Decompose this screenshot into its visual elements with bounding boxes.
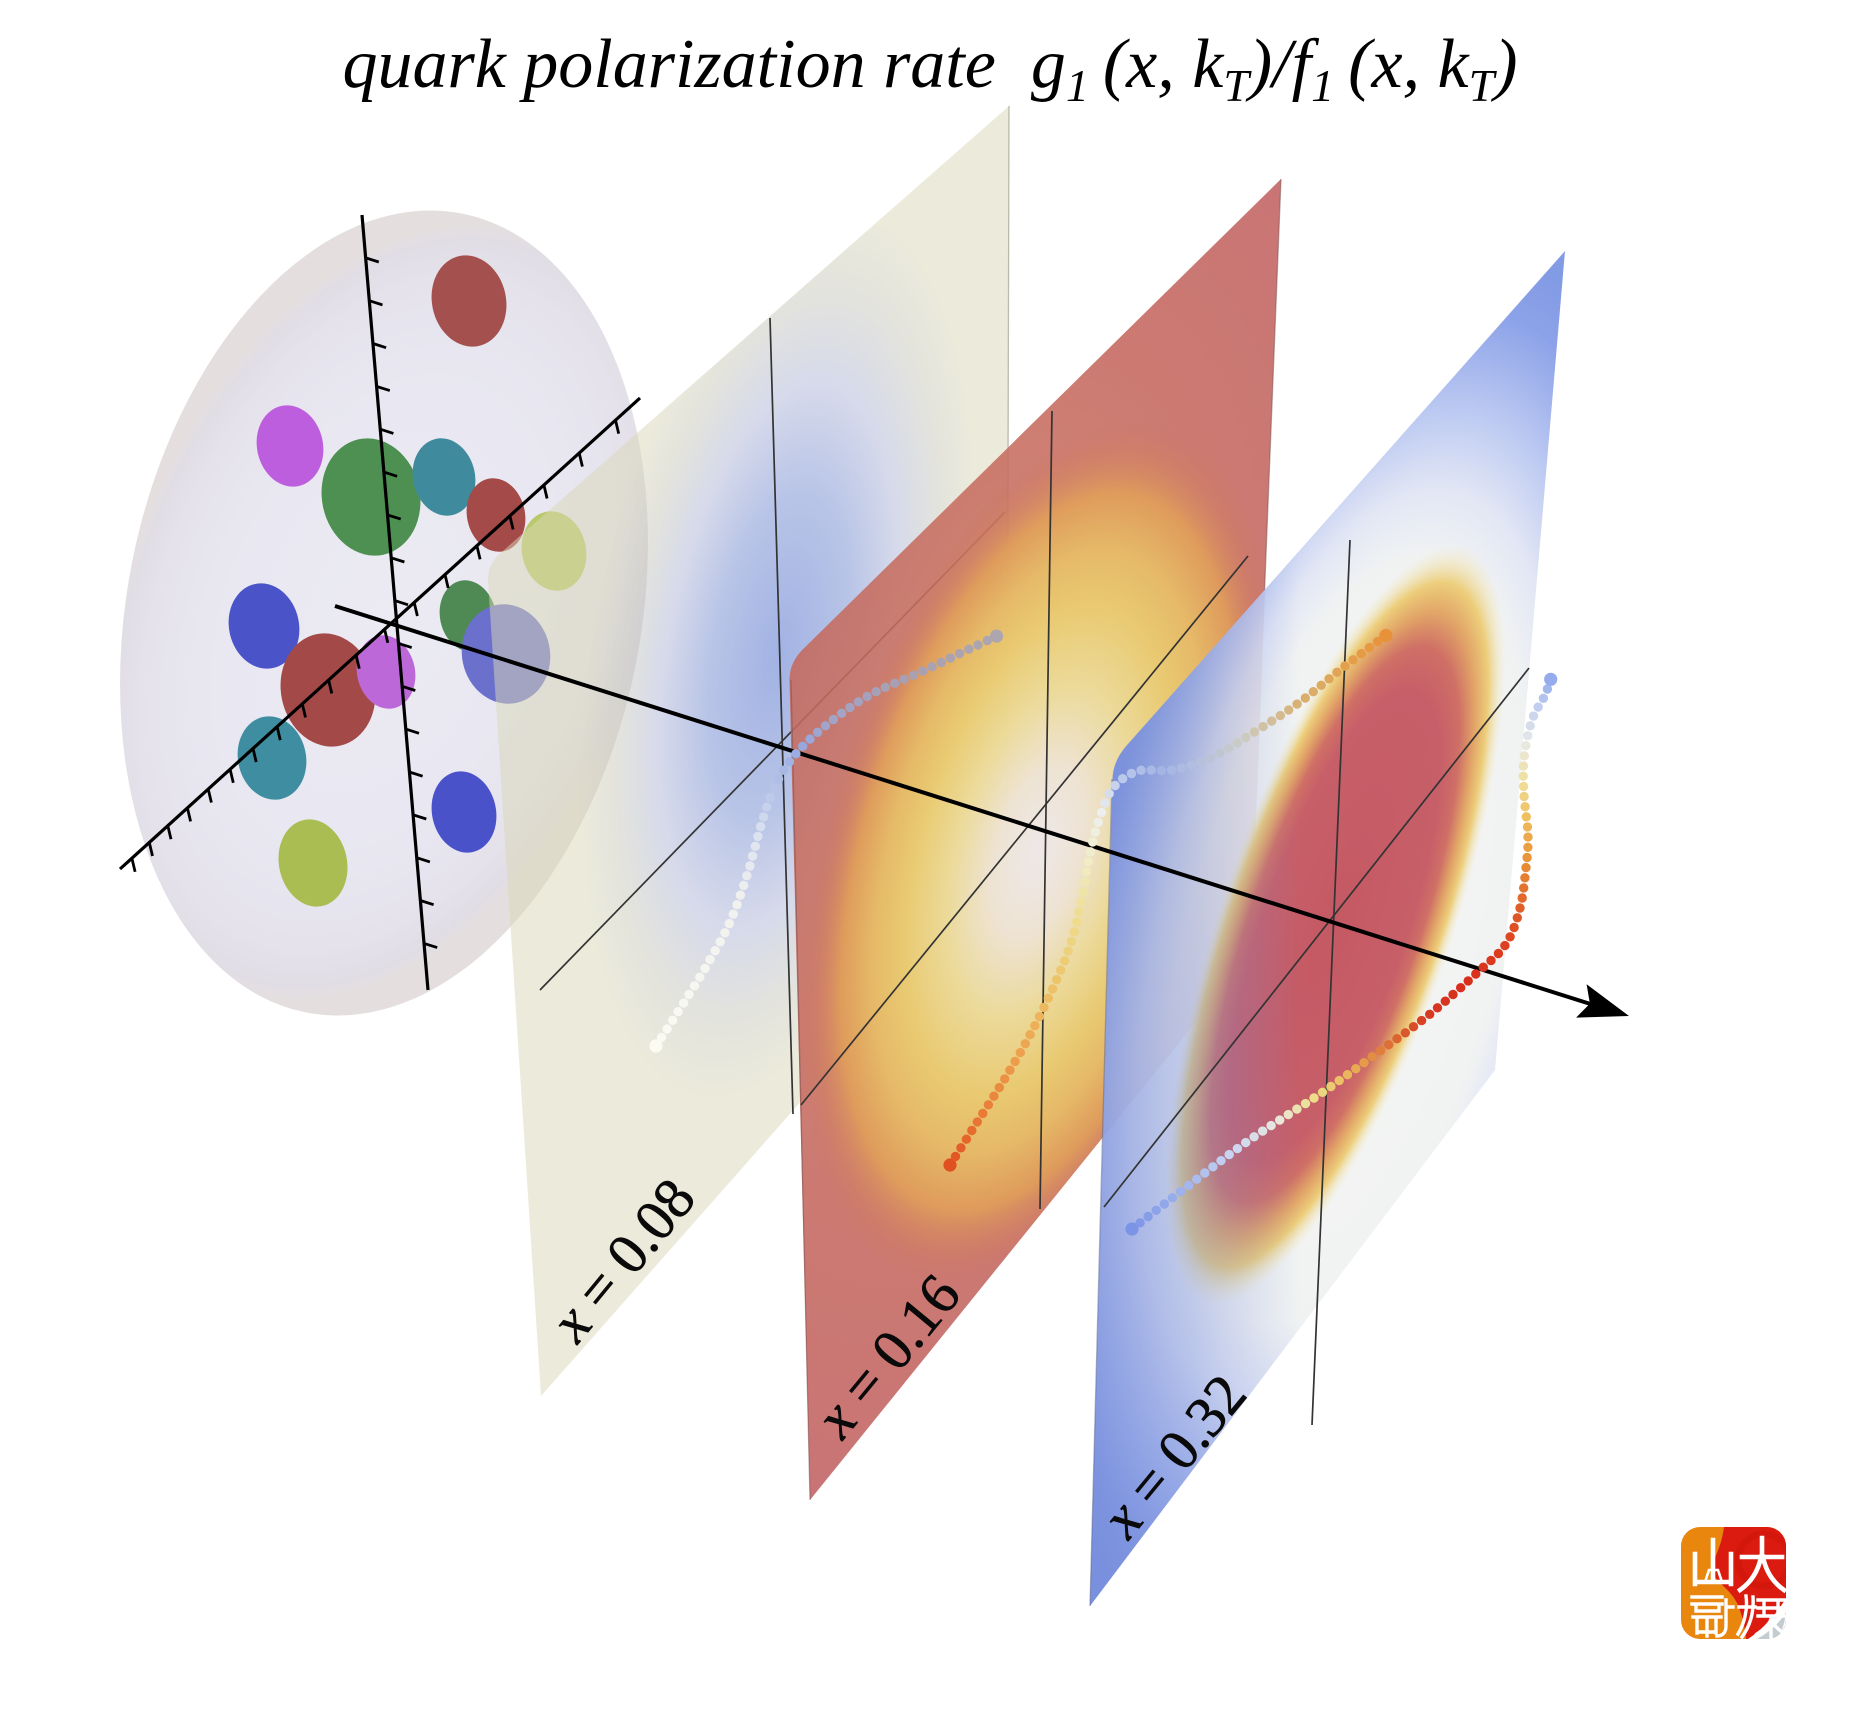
- svg-text:quark polarization rate g1 (x,: quark polarization rate g1 (x, kT)/f1 (x…: [342, 26, 1517, 111]
